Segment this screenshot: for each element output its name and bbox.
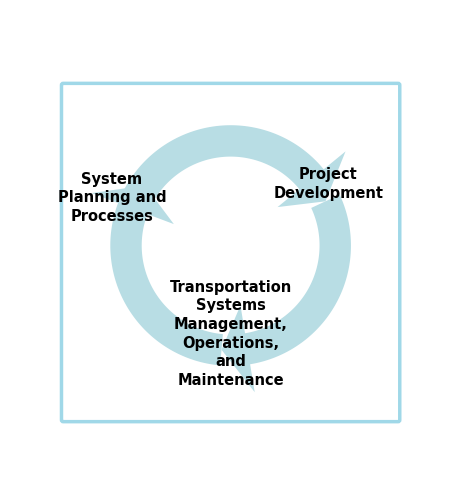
Polygon shape xyxy=(221,306,255,392)
Polygon shape xyxy=(241,195,351,365)
Text: System
Planning and
Processes: System Planning and Processes xyxy=(58,171,166,223)
Text: Transportation
Systems
Management,
Operations,
and
Maintenance: Transportation Systems Management, Opera… xyxy=(170,279,292,387)
Polygon shape xyxy=(92,186,174,224)
Text: Project
Development: Project Development xyxy=(273,167,383,200)
Polygon shape xyxy=(122,126,328,208)
Polygon shape xyxy=(110,198,223,366)
FancyBboxPatch shape xyxy=(62,84,400,422)
Polygon shape xyxy=(278,152,346,208)
